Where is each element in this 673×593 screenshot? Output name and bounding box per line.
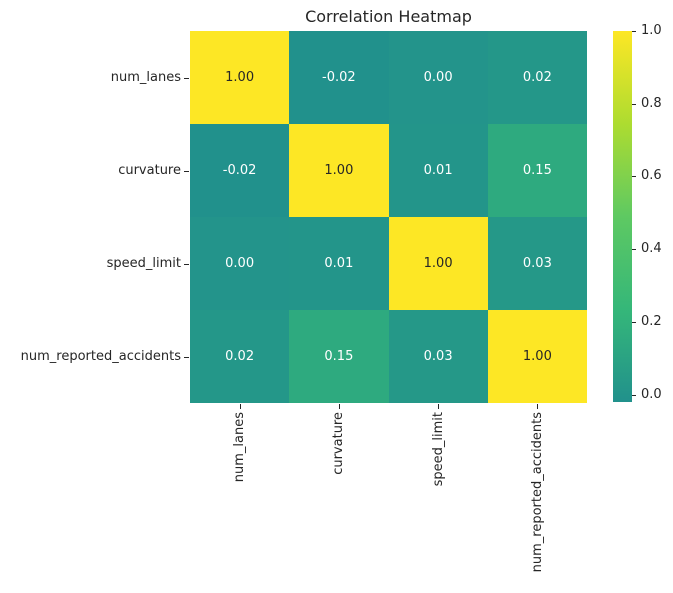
heatmap-grid: 1.00 -0.02 0.00 0.02 -0.02 1.00 0.01 0.15 0.00 0.… xyxy=(190,31,587,403)
chart-title: Correlation Heatmap xyxy=(305,7,472,26)
y-tick-mark xyxy=(184,263,189,265)
colorbar-tick-label: 0.0 xyxy=(641,386,662,402)
heatmap-cell-r0c3: 0.02 xyxy=(487,31,587,124)
heatmap-cell-r0c2: 0.00 xyxy=(388,31,488,124)
x-tick-label-curvature: curvature xyxy=(331,412,347,475)
heatmap-cell-r1c1: 1.00 xyxy=(289,124,389,217)
colorbar-tick-mark xyxy=(632,249,636,251)
heatmap-cell-r0c0: 1.00 xyxy=(190,31,290,124)
heatmap-cell-r3c3: 1.00 xyxy=(487,310,587,403)
y-tick-mark xyxy=(184,77,189,79)
heatmap-cell-r3c1: 0.15 xyxy=(289,310,389,403)
heatmap-cell-r0c1: -0.02 xyxy=(289,31,389,124)
x-tick-mark xyxy=(438,404,440,409)
colorbar-tick-mark xyxy=(632,176,636,178)
colorbar-tick-mark xyxy=(632,103,636,105)
colorbar-tick-label: 0.8 xyxy=(641,95,662,111)
x-tick-mark xyxy=(537,404,539,409)
heatmap-cell-r2c2: 1.00 xyxy=(388,217,488,310)
heatmap-cell-r1c2: 0.01 xyxy=(388,124,488,217)
x-tick-mark xyxy=(338,404,340,409)
heatmap-cell-r1c3: 0.15 xyxy=(487,124,587,217)
heatmap-cell-r3c2: 0.03 xyxy=(388,310,488,403)
y-tick-mark xyxy=(184,356,189,358)
y-tick-mark xyxy=(184,170,189,172)
x-tick-label-num_reported_accidents: num_reported_accidents xyxy=(529,412,545,573)
x-tick-label-speed_limit: speed_limit xyxy=(430,412,446,487)
x-tick-mark xyxy=(239,404,241,409)
heatmap-cell-r2c3: 0.03 xyxy=(487,217,587,310)
colorbar xyxy=(613,31,632,402)
colorbar-tick-mark xyxy=(632,31,636,32)
y-tick-label-curvature: curvature xyxy=(118,162,181,178)
colorbar-tick-label: 0.6 xyxy=(641,168,662,184)
colorbar-tick-mark xyxy=(632,321,636,323)
y-tick-label-num_reported_accidents: num_reported_accidents xyxy=(20,348,181,364)
x-tick-label-num_lanes: num_lanes xyxy=(232,412,248,483)
y-tick-label-num_lanes: num_lanes xyxy=(110,69,181,85)
colorbar-tick-mark xyxy=(632,394,636,396)
heatmap-cell-r2c1: 0.01 xyxy=(289,217,389,310)
heatmap-cell-r2c0: 0.00 xyxy=(190,217,290,310)
heatmap-cell-r3c0: 0.02 xyxy=(190,310,290,403)
colorbar-tick-label: 0.4 xyxy=(641,241,662,257)
heatmap-cell-r1c0: -0.02 xyxy=(190,124,290,217)
colorbar-tick-label: 1.0 xyxy=(641,23,662,38)
colorbar-tick-label: 0.2 xyxy=(641,313,662,329)
y-tick-label-speed_limit: speed_limit xyxy=(106,255,181,271)
